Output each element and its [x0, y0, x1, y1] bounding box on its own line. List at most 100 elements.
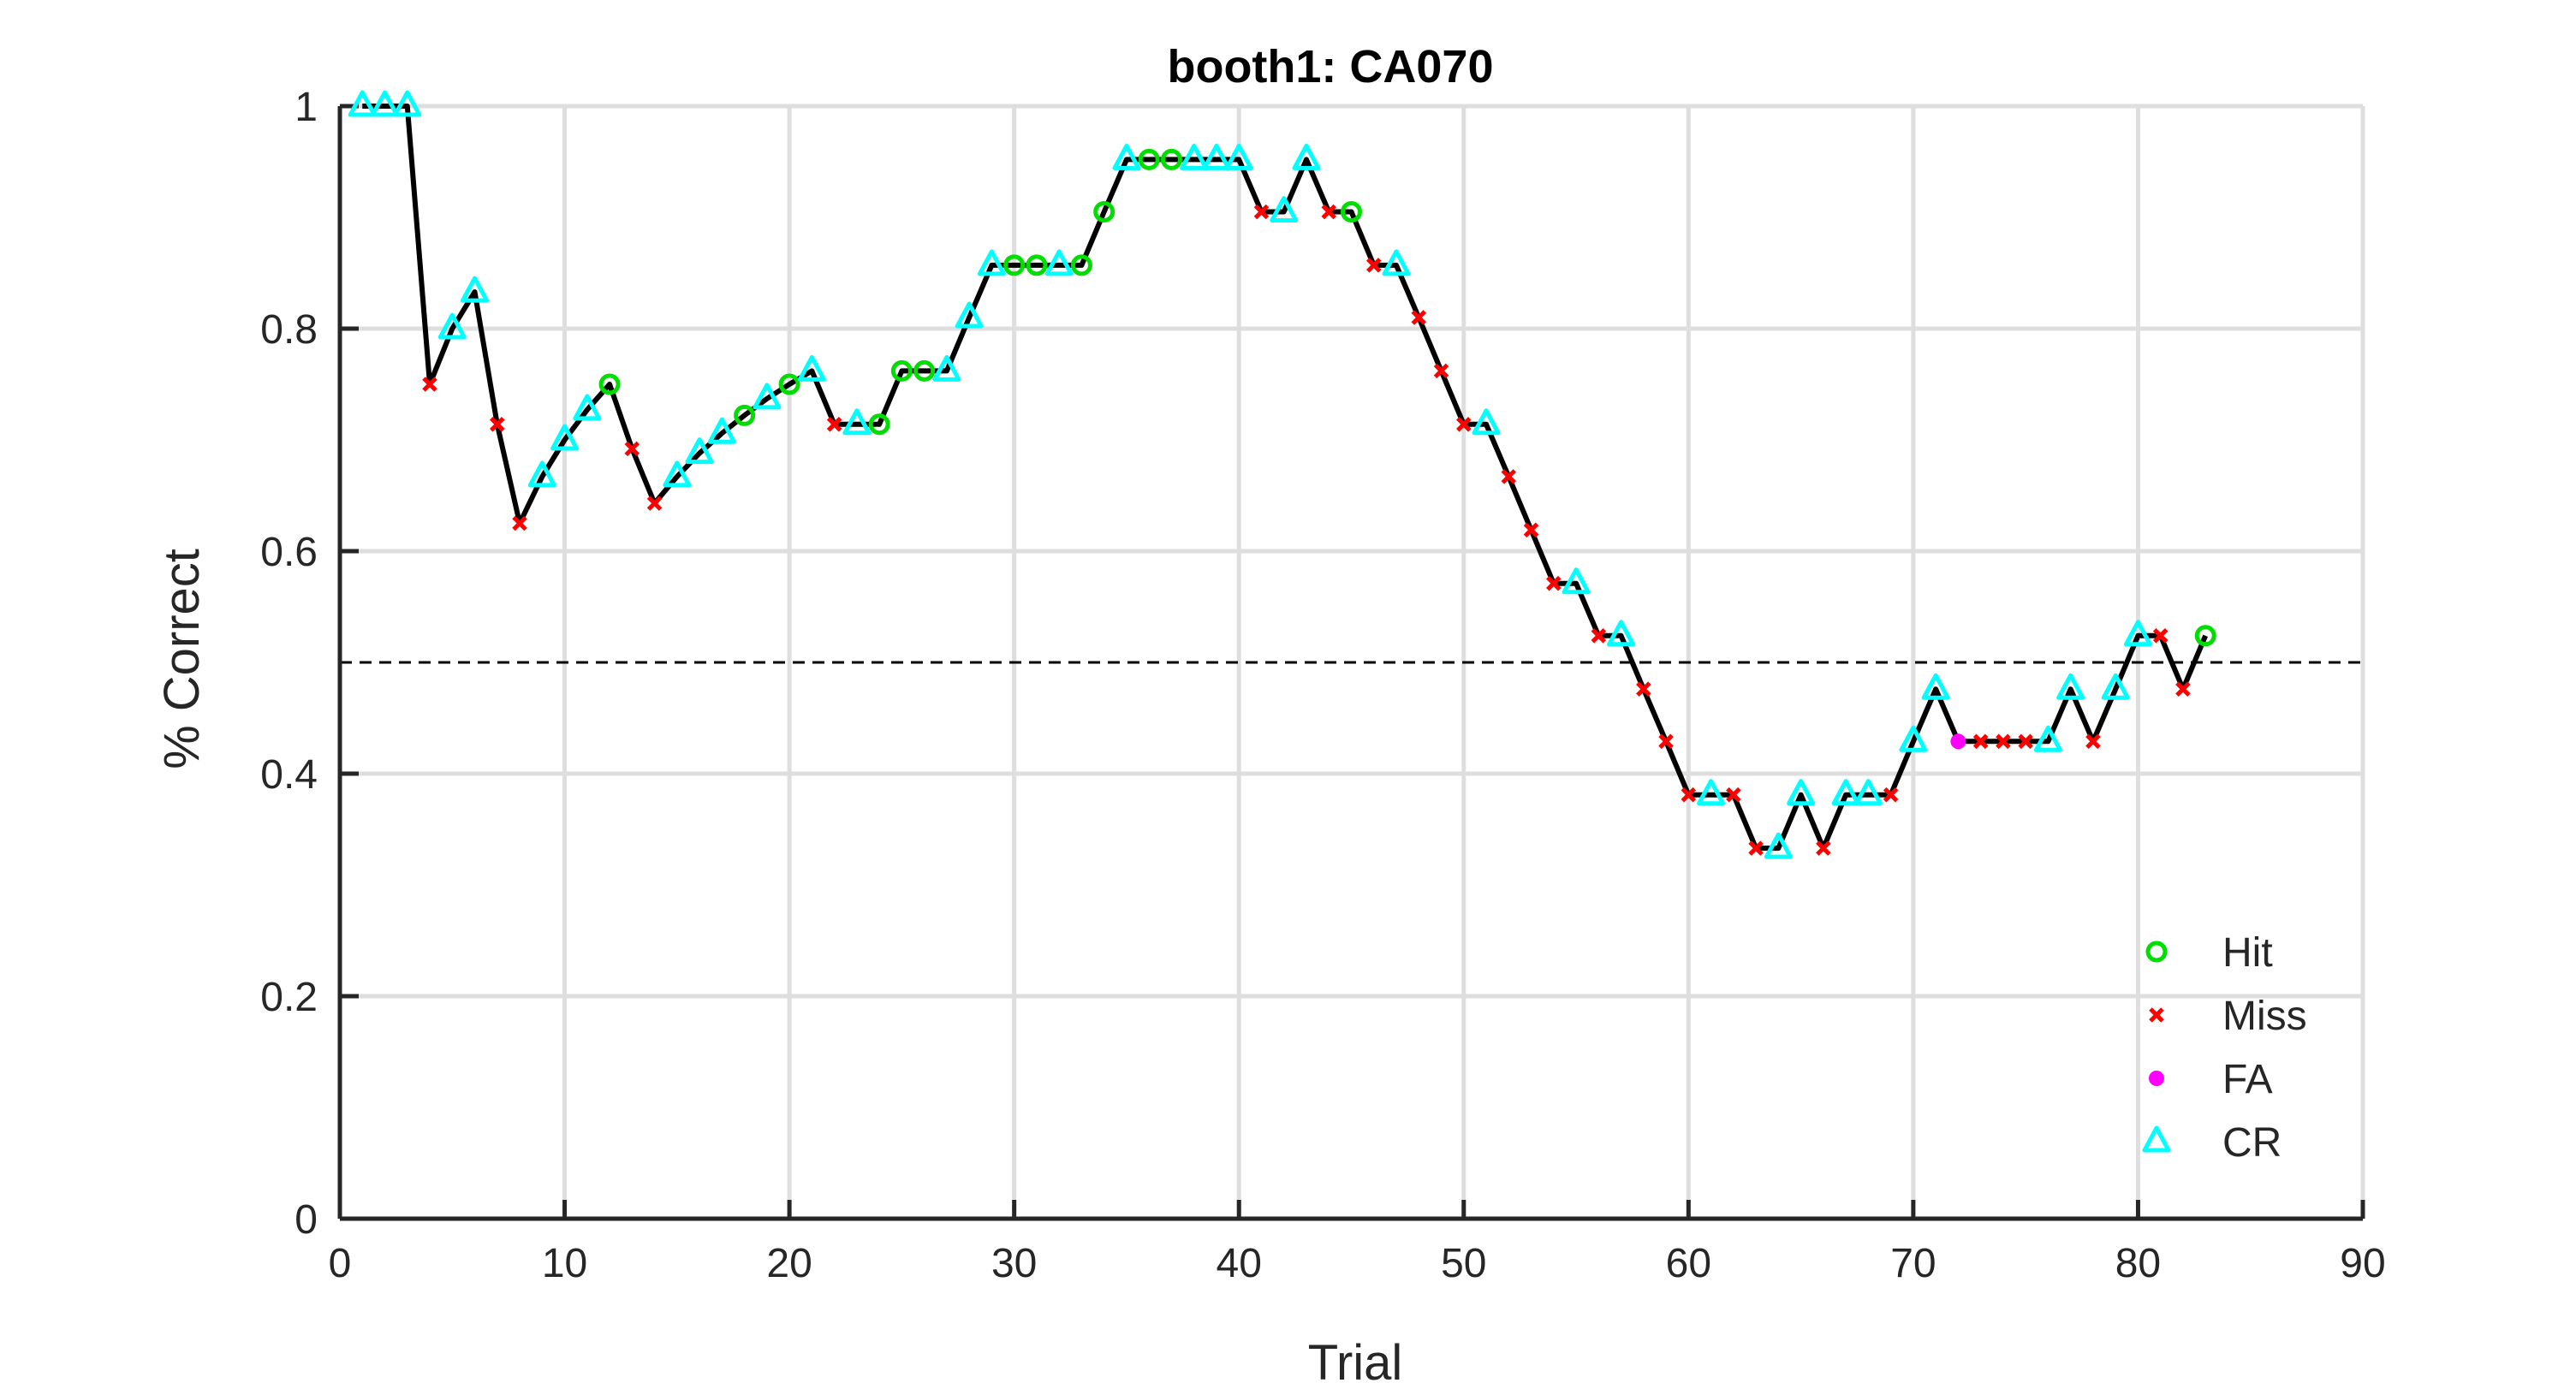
miss-marker — [1523, 522, 1539, 538]
cr-marker — [842, 408, 872, 436]
hit-marker — [734, 404, 756, 426]
miss-marker — [1501, 469, 1517, 484]
y-tick-label: 1 — [294, 85, 318, 130]
cr-marker — [663, 460, 692, 488]
legend-cr-label: CR — [2222, 1120, 2282, 1166]
miss-marker — [1816, 840, 1831, 856]
miss-marker — [422, 377, 437, 392]
cr-marker — [1202, 143, 1231, 170]
hit-marker — [1160, 148, 1182, 170]
cr-marker — [550, 424, 580, 451]
legend-hit-marker — [2145, 941, 2168, 963]
cr-marker — [1472, 408, 1501, 436]
x-tick-label: 40 — [1217, 1241, 1262, 1286]
y-tick-label: 0.8 — [260, 307, 318, 353]
x-tick-label: 10 — [542, 1241, 587, 1286]
legend-hit-label: Hit — [2222, 930, 2273, 976]
cr-marker — [1562, 567, 1591, 595]
cr-marker — [461, 276, 490, 303]
cr-marker — [1607, 620, 1636, 647]
hit-marker — [868, 413, 890, 436]
legend-fa-marker — [2149, 1071, 2164, 1086]
cr-marker — [437, 312, 467, 340]
miss-marker — [1365, 258, 1382, 273]
miss-marker — [826, 417, 842, 432]
x-tick-label: 90 — [2340, 1241, 2385, 1286]
hit-marker — [1003, 254, 1026, 276]
miss-marker — [1433, 363, 1449, 379]
cr-marker — [2123, 620, 2152, 647]
y-axis-label: % Correct — [154, 549, 210, 769]
y-tick-label: 0.2 — [260, 975, 318, 1020]
trial-markers — [348, 90, 2216, 859]
cr-marker — [573, 394, 602, 421]
cr-marker — [1787, 779, 1816, 806]
cr-marker — [753, 383, 782, 410]
cr-marker — [371, 90, 400, 117]
cr-marker — [393, 90, 422, 117]
cr-marker — [1831, 779, 1860, 806]
miss-marker — [1883, 786, 1899, 803]
cr-marker — [1112, 143, 1141, 170]
legend-fa-label: FA — [2222, 1057, 2273, 1102]
hit-marker — [598, 373, 621, 395]
cr-marker — [1921, 673, 1950, 700]
miss-marker — [1546, 575, 1562, 591]
cr-marker — [2056, 673, 2085, 700]
miss-marker — [2175, 681, 2191, 697]
hit-marker — [2194, 625, 2216, 647]
miss-marker — [624, 441, 640, 457]
miss-marker — [1591, 628, 1607, 644]
cr-marker — [1853, 779, 1883, 806]
legend-miss-marker — [2149, 1007, 2164, 1023]
fa-marker — [1950, 733, 1966, 750]
legend: Hit Miss FA CR — [2142, 930, 2307, 1166]
axes — [337, 104, 2365, 1221]
hit-marker — [1070, 254, 1092, 276]
cr-marker — [1382, 249, 1411, 276]
cr-marker — [932, 354, 961, 382]
cr-marker — [685, 437, 714, 465]
miss-marker — [1658, 733, 1674, 750]
miss-marker — [1972, 733, 1989, 750]
hit-marker — [1093, 201, 1115, 223]
y-tick-label: 0 — [294, 1197, 318, 1243]
hit-marker — [1341, 201, 1362, 223]
x-tick-label: 50 — [1441, 1241, 1486, 1286]
x-tick-label: 70 — [1890, 1241, 1936, 1286]
x-tick-label: 30 — [991, 1241, 1037, 1286]
cr-marker — [2033, 725, 2062, 752]
cr-marker — [1899, 725, 1928, 752]
chart-title: booth1: CA070 — [1167, 41, 1493, 92]
miss-marker — [1253, 204, 1270, 220]
cr-marker — [955, 301, 984, 329]
cr-marker — [1180, 143, 1209, 170]
miss-marker — [2085, 733, 2101, 750]
x-tick-label: 60 — [1666, 1241, 1711, 1286]
miss-marker — [1456, 417, 1472, 432]
miss-marker — [1636, 681, 1651, 697]
hit-marker — [1026, 254, 1048, 276]
hit-marker — [890, 359, 913, 382]
cr-marker — [527, 460, 556, 488]
cr-marker — [1224, 143, 1253, 170]
x-tick-label: 0 — [329, 1241, 352, 1286]
miss-marker — [1681, 786, 1697, 803]
cr-marker — [1270, 196, 1299, 223]
x-tick-labels: 0 10 20 30 40 50 60 70 80 90 — [329, 1241, 2386, 1286]
legend-cr-marker — [2142, 1125, 2171, 1153]
cr-marker — [348, 90, 377, 117]
hit-marker — [778, 373, 800, 395]
miss-marker — [2018, 733, 2033, 750]
hit-marker — [913, 359, 936, 382]
legend-miss-label: Miss — [2222, 994, 2307, 1039]
miss-marker — [2152, 628, 2168, 644]
x-tick-label: 80 — [2115, 1241, 2161, 1286]
miss-marker — [1411, 310, 1427, 325]
miss-marker — [1996, 733, 2011, 750]
x-axis-label: Trial — [1308, 1335, 1403, 1383]
y-tick-label: 0.6 — [260, 530, 318, 575]
cr-marker — [2101, 673, 2130, 700]
hit-marker — [1138, 148, 1160, 170]
